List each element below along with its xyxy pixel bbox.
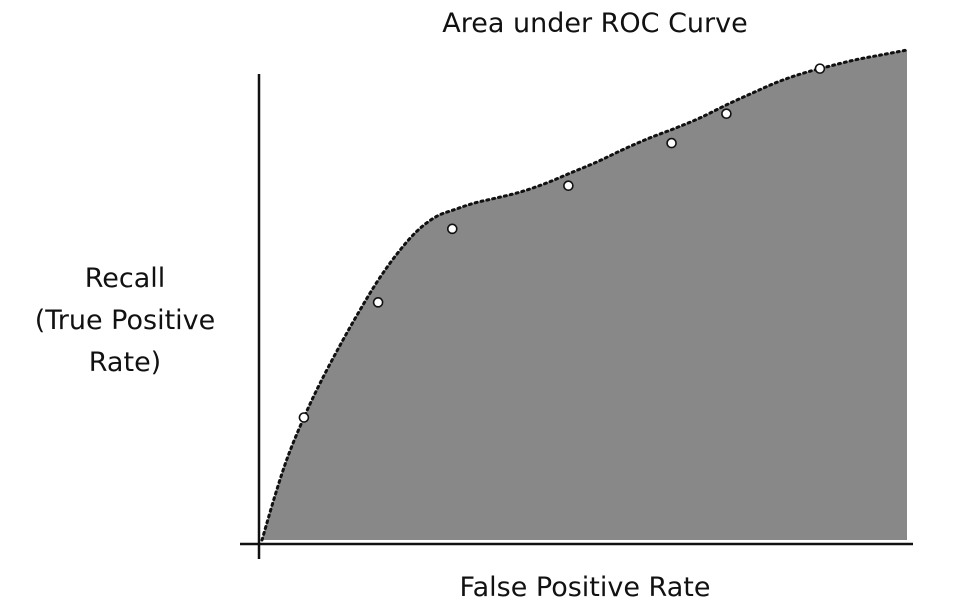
roc-point — [298, 412, 310, 423]
axis-layer — [240, 74, 913, 559]
x-axis-label: False Positive Rate — [459, 572, 711, 603]
roc-point — [563, 180, 574, 192]
roc-point — [372, 297, 384, 308]
roc-curve-line — [260, 48, 909, 542]
curve-layer — [260, 48, 909, 542]
roc-point — [666, 137, 677, 149]
y-axis-label-line-3: Rate) — [88, 347, 162, 378]
auc-area — [262, 50, 907, 540]
y-axis-label-line-2: (True Positive — [34, 305, 216, 336]
y-axis-label: Recall (True Positive Rate) — [10, 258, 240, 384]
roc-point — [446, 223, 458, 235]
point-layer — [298, 63, 826, 423]
area-layer — [262, 50, 907, 540]
y-axis-label-line-1: Recall — [84, 263, 166, 294]
chart-title: Area under ROC Curve — [442, 8, 748, 39]
roc-point — [721, 108, 732, 119]
roc-point — [814, 63, 826, 74]
